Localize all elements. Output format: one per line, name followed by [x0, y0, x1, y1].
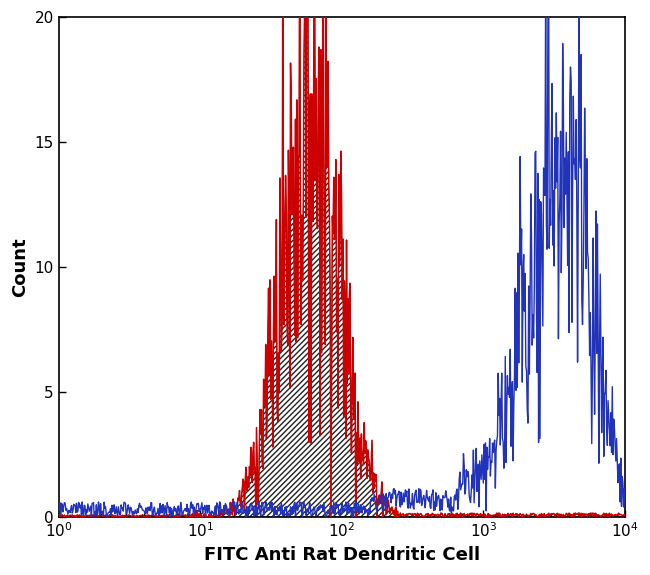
X-axis label: FITC Anti Rat Dendritic Cell: FITC Anti Rat Dendritic Cell — [204, 546, 480, 564]
Y-axis label: Count: Count — [11, 237, 29, 297]
